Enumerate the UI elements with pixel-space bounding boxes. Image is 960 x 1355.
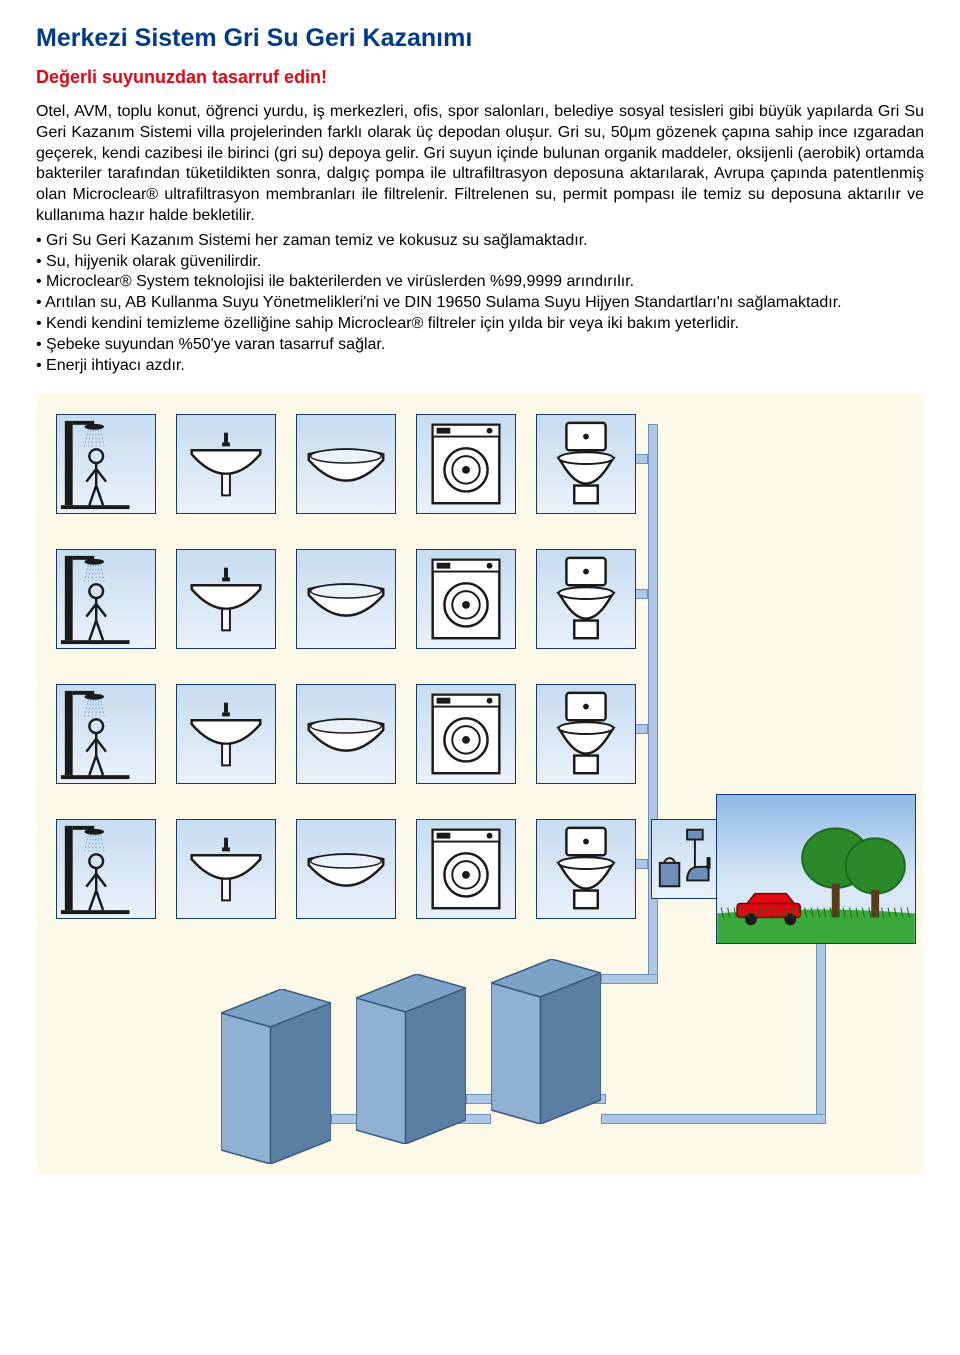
system-diagram bbox=[36, 394, 924, 1174]
bullet-item: • Enerji ihtiyacı azdır. bbox=[36, 356, 924, 377]
pipe bbox=[648, 424, 658, 984]
sink-icon bbox=[176, 549, 276, 649]
subtitle: Değerli suyunuzdan tasarruf edin! bbox=[36, 67, 924, 88]
toilet-icon bbox=[536, 549, 636, 649]
pipe bbox=[601, 1114, 826, 1124]
intro-paragraph: Otel, AVM, toplu konut, öğrenci yurdu, i… bbox=[36, 102, 924, 227]
bathtub-icon bbox=[296, 684, 396, 784]
bullet-item: • Gri Su Geri Kazanım Sistemi her zaman … bbox=[36, 231, 924, 252]
washing-machine-icon bbox=[416, 684, 516, 784]
bullet-item: • Şebeke suyundan %50'ye varan tasarruf … bbox=[36, 335, 924, 356]
sink-icon bbox=[176, 414, 276, 514]
pipe bbox=[816, 924, 826, 1124]
sink-icon bbox=[176, 819, 276, 919]
page-title: Merkezi Sistem Gri Su Geri Kazanımı bbox=[36, 24, 924, 53]
storage-tank bbox=[221, 989, 331, 1164]
washing-machine-icon bbox=[416, 819, 516, 919]
bullet-item: • Microclear® System teknolojisi ile bak… bbox=[36, 272, 924, 293]
shower-icon bbox=[56, 684, 156, 784]
washing-machine-icon bbox=[416, 414, 516, 514]
shower-icon bbox=[56, 549, 156, 649]
toilet-icon bbox=[536, 684, 636, 784]
storage-tank bbox=[356, 974, 466, 1144]
bullet-item: • Su, hijyenik olarak güvenilirdir. bbox=[36, 252, 924, 273]
bathtub-icon bbox=[296, 549, 396, 649]
bullet-item: • Arıtılan su, AB Kullanma Suyu Yönetmel… bbox=[36, 293, 924, 314]
bullet-item: • Kendi kendini temizleme özelliğine sah… bbox=[36, 314, 924, 335]
bathtub-icon bbox=[296, 414, 396, 514]
pipe bbox=[601, 974, 658, 984]
storage-tank bbox=[491, 959, 601, 1124]
shower-icon bbox=[56, 819, 156, 919]
bullet-list: • Gri Su Geri Kazanım Sistemi her zaman … bbox=[36, 231, 924, 377]
sink-icon bbox=[176, 684, 276, 784]
toilet-icon bbox=[536, 414, 636, 514]
garden-scene-icon bbox=[716, 794, 916, 944]
toilet-icon bbox=[536, 819, 636, 919]
shower-icon bbox=[56, 414, 156, 514]
bathtub-icon bbox=[296, 819, 396, 919]
washing-machine-icon bbox=[416, 549, 516, 649]
